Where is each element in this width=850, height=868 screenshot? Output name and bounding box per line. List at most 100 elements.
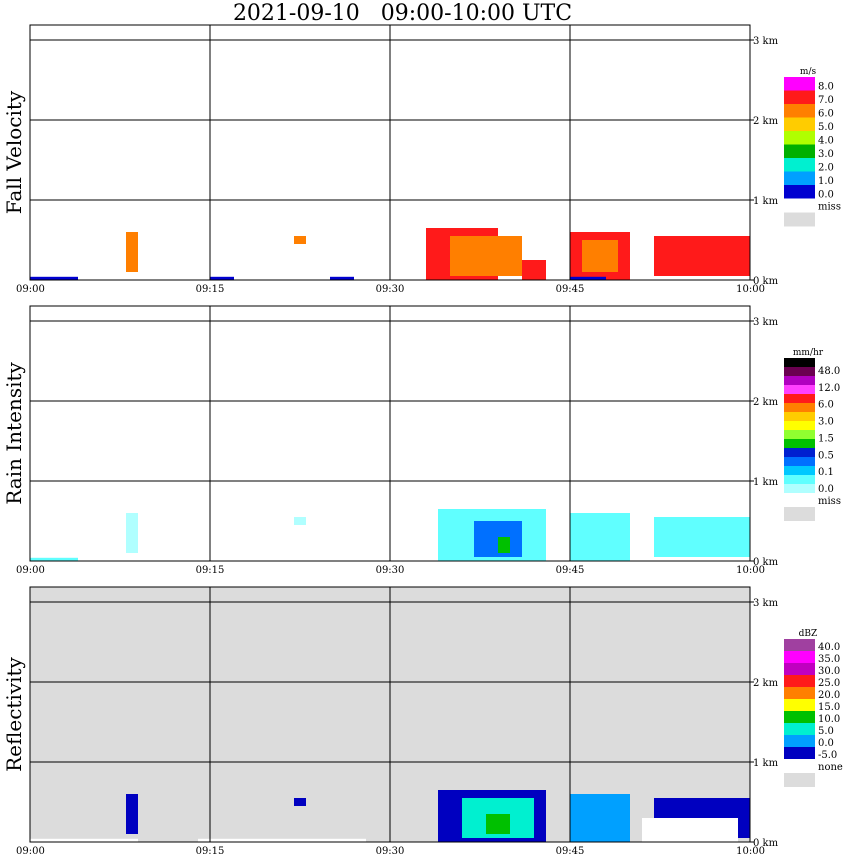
colorbar-swatch <box>784 131 815 145</box>
x-tick-label: 09:45 <box>556 565 585 576</box>
echo-region <box>210 276 234 280</box>
colorbar-swatch <box>784 171 815 185</box>
colorbar-swatch <box>784 651 815 663</box>
colorbar-missing-label: none <box>818 762 843 773</box>
colorbar-swatch <box>784 385 815 394</box>
echo-region <box>570 794 630 842</box>
x-tick-label: 09:00 <box>16 565 45 576</box>
echo-region <box>198 838 366 842</box>
echo-region <box>570 276 606 280</box>
colorbar-level-label: 1.0 <box>818 176 834 187</box>
colorbar-swatch <box>784 699 815 711</box>
colorbar-level-label: 10.0 <box>818 714 840 725</box>
colorbar-level-label: 5.0 <box>818 726 834 737</box>
colorbar-swatch <box>784 104 815 118</box>
echo-region <box>570 513 630 561</box>
colorbar-level-label: 0.5 <box>818 450 834 461</box>
echo-region <box>30 557 78 561</box>
x-tick-label: 09:00 <box>16 846 45 857</box>
colorbar-missing-swatch <box>784 212 815 227</box>
colorbar-swatch <box>784 158 815 172</box>
x-tick-label: 10:00 <box>736 846 765 857</box>
colorbar-level-label: 0.0 <box>818 484 834 495</box>
y-tick-label: 0 km <box>753 838 779 849</box>
colorbar-swatch <box>784 747 815 759</box>
chart-title: 2021-09-10 09:00-10:00 UTC <box>232 1 573 26</box>
x-tick-label: 09:30 <box>376 846 405 857</box>
x-tick-label: 09:45 <box>556 846 585 857</box>
colorbar-level-label: 1.5 <box>818 433 834 444</box>
echo-region <box>486 814 510 834</box>
colorbar-level-label: 6.0 <box>818 400 834 411</box>
colorbar-level-label: 48.0 <box>818 366 840 377</box>
colorbar-level-label: 35.0 <box>818 654 840 665</box>
y-tick-label: 1 km <box>753 196 779 207</box>
echo-region <box>126 232 138 272</box>
colorbar-level-label: 2.0 <box>818 163 834 174</box>
panel-ylabel: Fall Velocity <box>2 90 26 214</box>
colorbar-swatch <box>784 484 815 493</box>
x-tick-label: 09:45 <box>556 284 585 295</box>
colorbar-missing-swatch <box>784 773 815 787</box>
colorbar-missing-swatch <box>784 507 815 521</box>
x-tick-label: 10:00 <box>736 565 765 576</box>
colorbar-swatch <box>784 117 815 131</box>
colorbar-swatch <box>784 430 815 439</box>
y-tick-label: 3 km <box>753 598 779 609</box>
colorbar-swatch <box>784 711 815 723</box>
colorbar-level-label: 3.0 <box>818 417 834 428</box>
colorbar-swatch <box>784 735 815 747</box>
colorbar-swatch <box>784 358 815 367</box>
colorbar-swatch <box>784 376 815 385</box>
colorbar-level-label: 15.0 <box>818 702 840 713</box>
y-tick-label: 0 km <box>753 557 779 568</box>
colorbar-swatch <box>784 448 815 457</box>
colorbar-level-label: 0.0 <box>818 738 834 749</box>
colorbar-swatch <box>784 144 815 158</box>
colorbar-swatch <box>784 457 815 466</box>
colorbar-swatch <box>784 475 815 484</box>
y-tick-label: 3 km <box>753 36 779 47</box>
x-tick-label: 09:00 <box>16 284 45 295</box>
colorbar-level-label: 6.0 <box>818 109 834 120</box>
x-tick-label: 10:00 <box>736 284 765 295</box>
plot-frame <box>29 24 751 281</box>
colorbar-missing-label: miss <box>818 202 841 213</box>
colorbar-unit: mm/hr <box>793 348 824 358</box>
colorbar-swatch <box>784 639 815 651</box>
colorbar-swatch <box>784 185 815 199</box>
echo-region <box>450 236 522 276</box>
echo-region <box>30 838 138 842</box>
colorbar-swatch <box>784 394 815 403</box>
colorbar-level-label: 20.0 <box>818 690 840 701</box>
echo-region <box>522 260 546 280</box>
plot-frame <box>29 586 751 843</box>
colorbar-swatch <box>784 412 815 421</box>
echo-region <box>126 513 138 553</box>
echo-region <box>294 517 306 525</box>
colorbar-swatch <box>784 439 815 448</box>
plot-frame <box>29 305 751 562</box>
x-tick-label: 09:30 <box>376 284 405 295</box>
colorbar-swatch <box>784 663 815 675</box>
echo-region <box>642 818 738 842</box>
x-tick-label: 09:15 <box>196 846 225 857</box>
echo-region <box>294 798 306 806</box>
colorbar-level-label: -5.0 <box>818 750 837 761</box>
colorbar-level-label: 8.0 <box>818 82 834 93</box>
colorbar-level-label: 25.0 <box>818 678 840 689</box>
echo-region <box>126 794 138 834</box>
colorbar-missing-label: miss <box>818 496 841 507</box>
echo-region <box>498 537 510 553</box>
y-tick-label: 2 km <box>753 116 779 127</box>
colorbar-swatch <box>784 466 815 475</box>
colorbar-level-label: 30.0 <box>818 666 840 677</box>
colorbar-level-label: 3.0 <box>818 149 834 160</box>
colorbar-swatch <box>784 90 815 104</box>
colorbar-swatch <box>784 723 815 735</box>
echo-region <box>294 236 306 244</box>
x-tick-label: 09:15 <box>196 565 225 576</box>
colorbar-swatch <box>784 421 815 430</box>
x-tick-label: 09:30 <box>376 565 405 576</box>
